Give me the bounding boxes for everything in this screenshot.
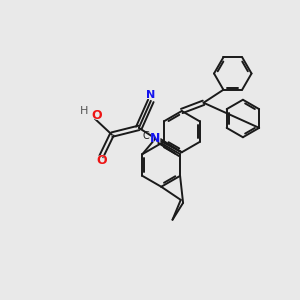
Text: O: O [91, 109, 103, 123]
Text: N: N [146, 89, 156, 102]
Text: O: O [95, 154, 107, 168]
Text: O: O [92, 110, 102, 122]
Text: C: C [142, 131, 149, 141]
Text: N: N [150, 132, 161, 145]
Text: H: H [80, 106, 88, 116]
Text: O: O [96, 154, 106, 167]
Text: N: N [146, 90, 155, 100]
Text: N: N [150, 131, 161, 146]
